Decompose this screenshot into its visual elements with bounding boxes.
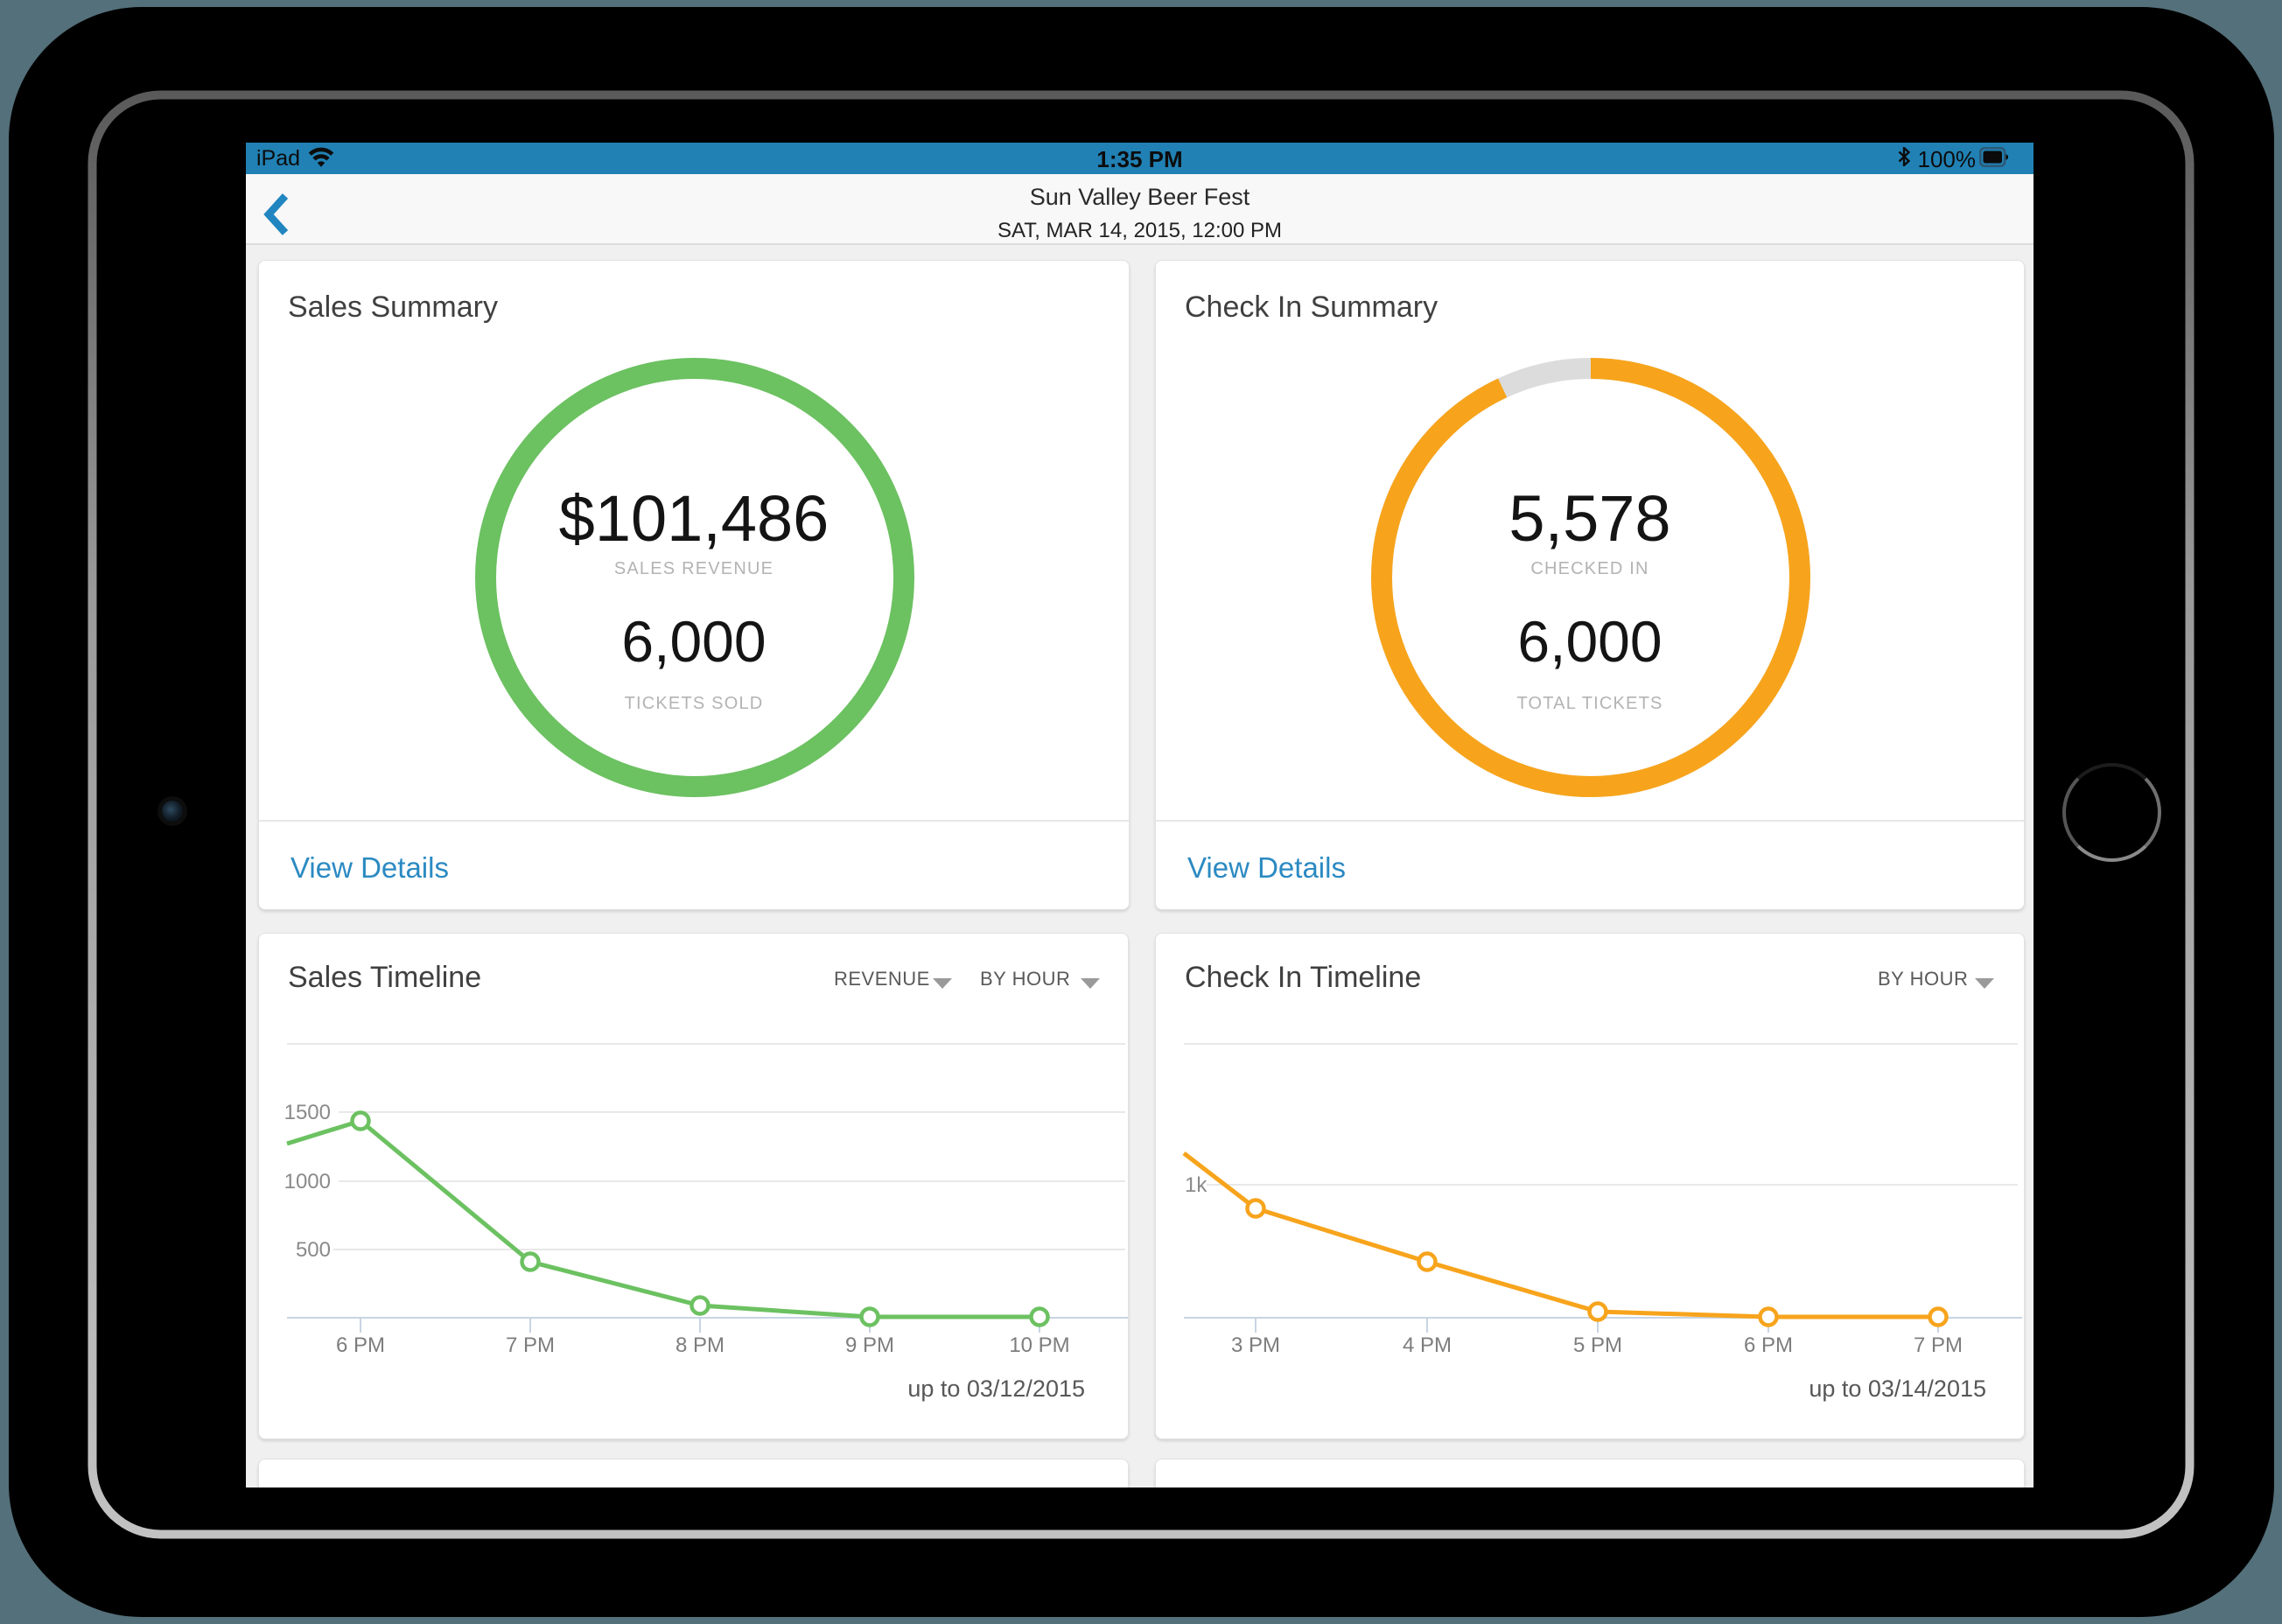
svg-text:10 PM: 10 PM [1009, 1334, 1069, 1357]
svg-text:6 PM: 6 PM [336, 1334, 385, 1357]
svg-text:1500: 1500 [284, 1101, 331, 1124]
svg-text:1000: 1000 [284, 1170, 331, 1194]
svg-text:1k: 1k [1185, 1173, 1208, 1197]
svg-text:4 PM: 4 PM [1403, 1334, 1452, 1357]
svg-text:7 PM: 7 PM [506, 1334, 555, 1357]
svg-text:6 PM: 6 PM [1744, 1334, 1793, 1357]
svg-text:7 PM: 7 PM [1914, 1334, 1963, 1357]
svg-text:8 PM: 8 PM [676, 1334, 724, 1357]
svg-text:500: 500 [296, 1238, 331, 1262]
svg-text:3 PM: 3 PM [1231, 1334, 1280, 1357]
svg-text:9 PM: 9 PM [845, 1334, 894, 1357]
svg-text:5 PM: 5 PM [1573, 1334, 1622, 1357]
